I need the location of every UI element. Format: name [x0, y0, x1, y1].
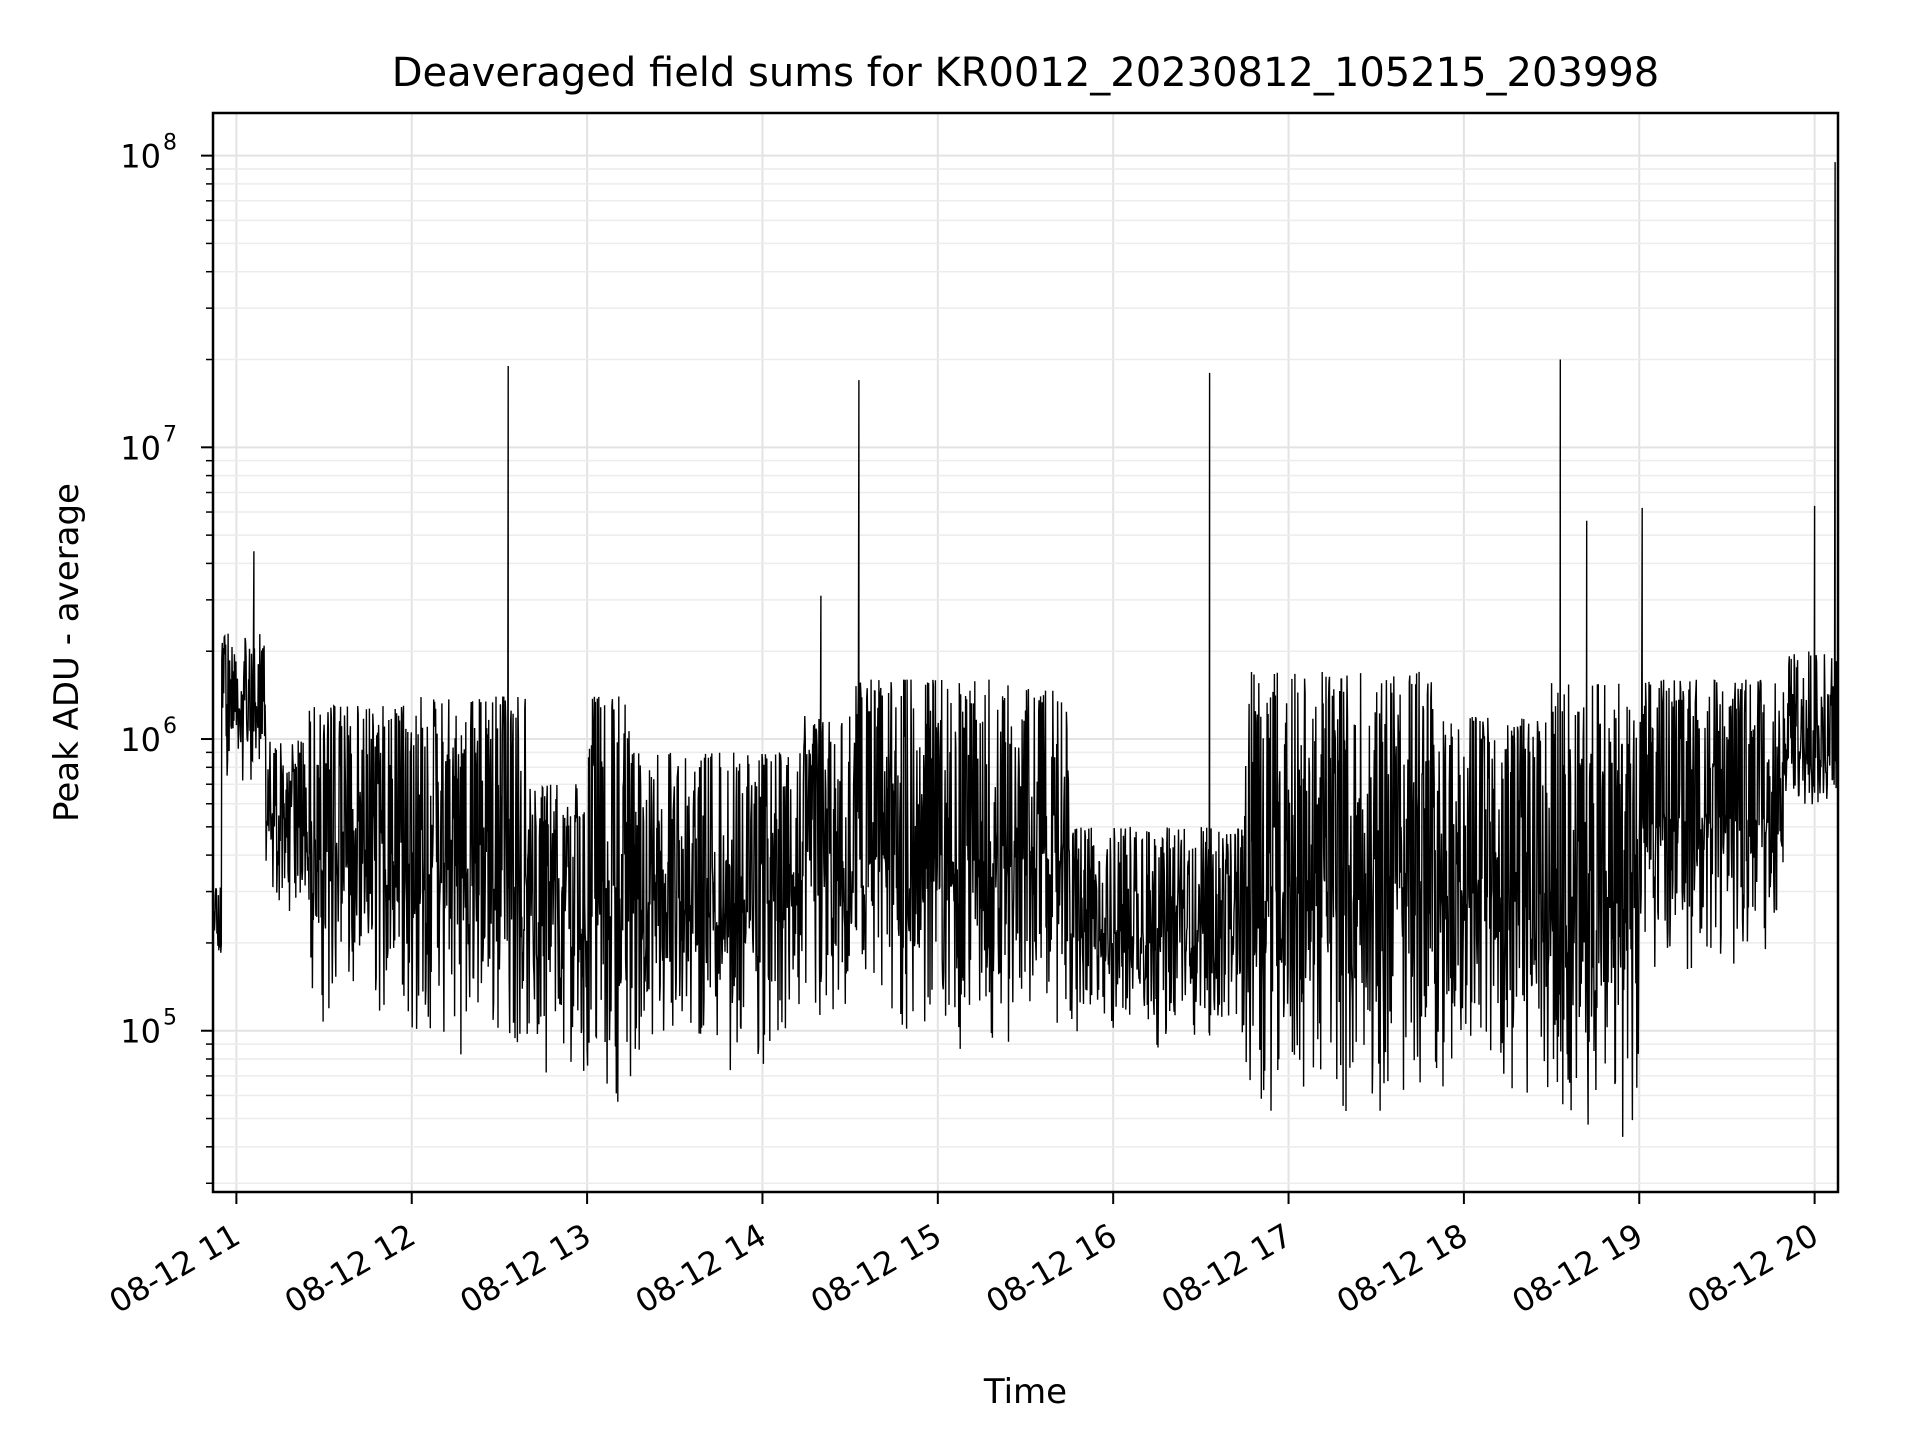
y-tick-base: 10 — [120, 138, 161, 176]
plot-frame — [211, 111, 1840, 1194]
series-path — [212, 162, 1839, 1137]
y-tick-label: 107 — [120, 422, 177, 467]
y-tick-label: 105 — [120, 1006, 177, 1051]
y-tick-base: 10 — [120, 721, 161, 759]
y-tick-exponent: 8 — [163, 131, 177, 156]
y-axis-label: Peak ADU - average — [47, 483, 87, 822]
x-axis-label: Time — [983, 1372, 1067, 1412]
y-tick-base: 10 — [120, 1013, 161, 1051]
y-tick-exponent: 5 — [163, 1006, 177, 1031]
y-tick-label: 106 — [120, 714, 177, 759]
y-tick-base: 10 — [120, 429, 161, 467]
chart-title: Deaveraged field sums for KR0012_2023081… — [392, 50, 1660, 96]
series-line — [212, 162, 1839, 1137]
y-tick-exponent: 6 — [163, 714, 177, 739]
y-tick-label: 108 — [120, 131, 177, 176]
y-tick-exponent: 7 — [163, 422, 177, 447]
